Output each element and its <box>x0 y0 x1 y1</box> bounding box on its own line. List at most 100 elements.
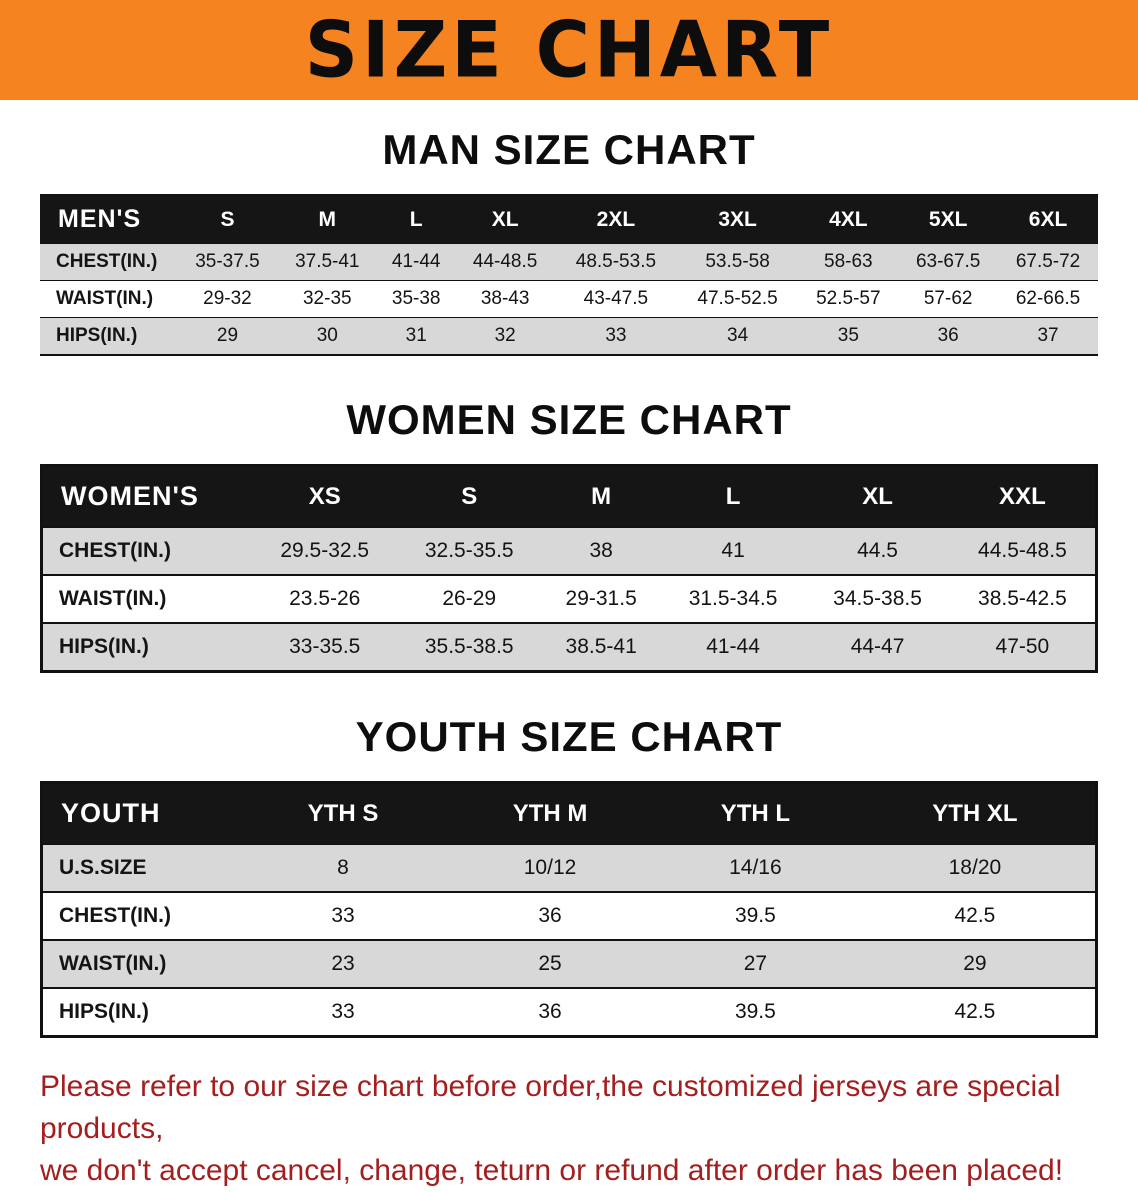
table-cell: 29-32 <box>177 280 278 318</box>
size-table: WOMEN'S XS S M L XL XXL CHEST(IN.) 29.5-32.5 32.5… <box>40 464 1098 673</box>
table-row: WAIST(IN.) 23 25 27 29 <box>41 940 1097 988</box>
row-label: WAIST(IN.) <box>40 280 178 318</box>
disclaimer-line-2: we don't accept cancel, change, teturn o… <box>40 1154 1064 1187</box>
table-header-row: WOMEN'S XS S M L XL XXL <box>41 465 1097 527</box>
table-corner-label: MEN'S <box>40 195 178 244</box>
column-header: M <box>277 195 378 244</box>
column-header: YTH XL <box>854 782 1097 844</box>
table-cell: 47.5-52.5 <box>676 280 799 318</box>
table-cell: 14/16 <box>655 844 855 892</box>
men-size-chart-section: MAN SIZE CHART MEN'S S M L XL 2XL 3XL 4XL 5XL 6XL… <box>0 126 1138 356</box>
table-cell: 33 <box>241 892 445 940</box>
size-table: MEN'S S M L XL 2XL 3XL 4XL 5XL 6XL CHEST(IN.) 35-37… <box>40 194 1098 356</box>
column-header: YTH M <box>444 782 656 844</box>
table-cell: 23 <box>241 940 445 988</box>
women-size-table: WOMEN'S XS S M L XL XXL CHEST(IN.) 29.5-32.5 32.5… <box>40 464 1098 673</box>
table-cell: 18/20 <box>854 844 1097 892</box>
table-cell: 26-29 <box>396 575 542 623</box>
row-label: CHEST(IN.) <box>41 892 242 940</box>
table-cell: 36 <box>444 988 656 1037</box>
table-cell: 10/12 <box>444 844 656 892</box>
row-label: U.S.SIZE <box>41 844 242 892</box>
table-cell: 63-67.5 <box>898 243 999 281</box>
table-row: HIPS(IN.) 33-35.5 35.5-38.5 38.5-41 41-44 44-… <box>41 623 1097 672</box>
table-cell: 39.5 <box>655 892 855 940</box>
table-cell: 25 <box>444 940 656 988</box>
size-table: YOUTH YTH S YTH M YTH L YTH XL U.S.SIZE 8 10/12… <box>40 781 1098 1038</box>
table-cell: 37.5-41 <box>277 243 378 281</box>
table-row: CHEST(IN.) 29.5-32.5 32.5-35.5 38 41 44.5 44.5… <box>41 527 1097 575</box>
youth-size-chart-section: YOUTH SIZE CHART YOUTH YTH S YTH M YTH L YTH… <box>0 713 1138 1038</box>
table-cell: 36 <box>444 892 656 940</box>
table-cell: 23.5-26 <box>252 575 397 623</box>
row-label: WAIST(IN.) <box>41 575 253 623</box>
table-cell: 44.5-48.5 <box>949 527 1097 575</box>
column-header: 3XL <box>676 195 799 244</box>
youth-size-table: YOUTH YTH S YTH M YTH L YTH XL U.S.SIZE 8 10/12… <box>40 781 1098 1038</box>
table-cell: 57-62 <box>898 280 999 318</box>
men-size-table: MEN'S S M L XL 2XL 3XL 4XL 5XL 6XL CHEST(IN.) 35-37… <box>40 194 1098 356</box>
table-cell: 27 <box>655 940 855 988</box>
column-header: XXL <box>949 465 1097 527</box>
table-cell: 41 <box>660 527 806 575</box>
column-header: 2XL <box>555 195 677 244</box>
table-cell: 29 <box>854 940 1097 988</box>
table-cell: 35.5-38.5 <box>396 623 542 672</box>
table-cell: 32.5-35.5 <box>396 527 542 575</box>
row-label: CHEST(IN.) <box>41 527 253 575</box>
disclaimer: Please refer to our size chart before or… <box>40 1066 1098 1192</box>
table-cell: 62-66.5 <box>998 280 1098 318</box>
table-cell: 35 <box>798 317 899 355</box>
table-cell: 38.5-41 <box>541 623 661 672</box>
table-cell: 34 <box>676 317 799 355</box>
table-cell: 44.5 <box>805 527 950 575</box>
table-header-row: YOUTH YTH S YTH M YTH L YTH XL <box>41 782 1097 844</box>
disclaimer-line-1: Please refer to our size chart before or… <box>40 1070 1061 1145</box>
table-cell: 35-38 <box>377 280 456 318</box>
column-header: L <box>660 465 806 527</box>
table-cell: 42.5 <box>854 892 1097 940</box>
table-cell: 29 <box>177 317 278 355</box>
table-corner-label: WOMEN'S <box>41 465 253 527</box>
table-cell: 53.5-58 <box>676 243 799 281</box>
table-row: WAIST(IN.) 29-32 32-35 35-38 38-43 43-47.5 47.… <box>40 280 1098 318</box>
table-cell: 41-44 <box>377 243 456 281</box>
table-cell: 8 <box>241 844 445 892</box>
banner: SIZE CHART <box>0 0 1138 100</box>
table-cell: 39.5 <box>655 988 855 1037</box>
column-header: YTH L <box>655 782 855 844</box>
table-row: WAIST(IN.) 23.5-26 26-29 29-31.5 31.5-34.5 34… <box>41 575 1097 623</box>
table-cell: 29-31.5 <box>541 575 661 623</box>
table-cell: 33 <box>241 988 445 1037</box>
column-header: YTH S <box>241 782 445 844</box>
table-row: HIPS(IN.) 29 30 31 32 33 34 35 36 37 <box>40 317 1098 355</box>
page-title: SIZE CHART <box>304 4 834 96</box>
table-cell: 34.5-38.5 <box>805 575 950 623</box>
table-cell: 43-47.5 <box>555 280 677 318</box>
table-cell: 31.5-34.5 <box>660 575 806 623</box>
table-cell: 58-63 <box>798 243 899 281</box>
column-header: S <box>177 195 278 244</box>
column-header: XL <box>455 195 556 244</box>
table-row: CHEST(IN.) 33 36 39.5 42.5 <box>41 892 1097 940</box>
section-heading-women: WOMEN SIZE CHART <box>346 396 792 443</box>
table-cell: 31 <box>377 317 456 355</box>
column-header: 4XL <box>798 195 899 244</box>
column-header: XS <box>252 465 397 527</box>
table-cell: 44-48.5 <box>455 243 556 281</box>
table-cell: 33 <box>555 317 677 355</box>
table-row: HIPS(IN.) 33 36 39.5 42.5 <box>41 988 1097 1037</box>
column-header: L <box>377 195 456 244</box>
column-header: XL <box>805 465 950 527</box>
section-heading-youth: YOUTH SIZE CHART <box>355 713 783 760</box>
table-header-row: MEN'S S M L XL 2XL 3XL 4XL 5XL 6XL <box>40 195 1098 244</box>
column-header: 6XL <box>998 195 1098 244</box>
table-corner-label: YOUTH <box>41 782 242 844</box>
row-label: HIPS(IN.) <box>40 317 178 355</box>
table-cell: 38 <box>541 527 661 575</box>
column-header: S <box>396 465 542 527</box>
table-cell: 37 <box>998 317 1098 355</box>
table-cell: 32 <box>455 317 556 355</box>
table-cell: 38-43 <box>455 280 556 318</box>
